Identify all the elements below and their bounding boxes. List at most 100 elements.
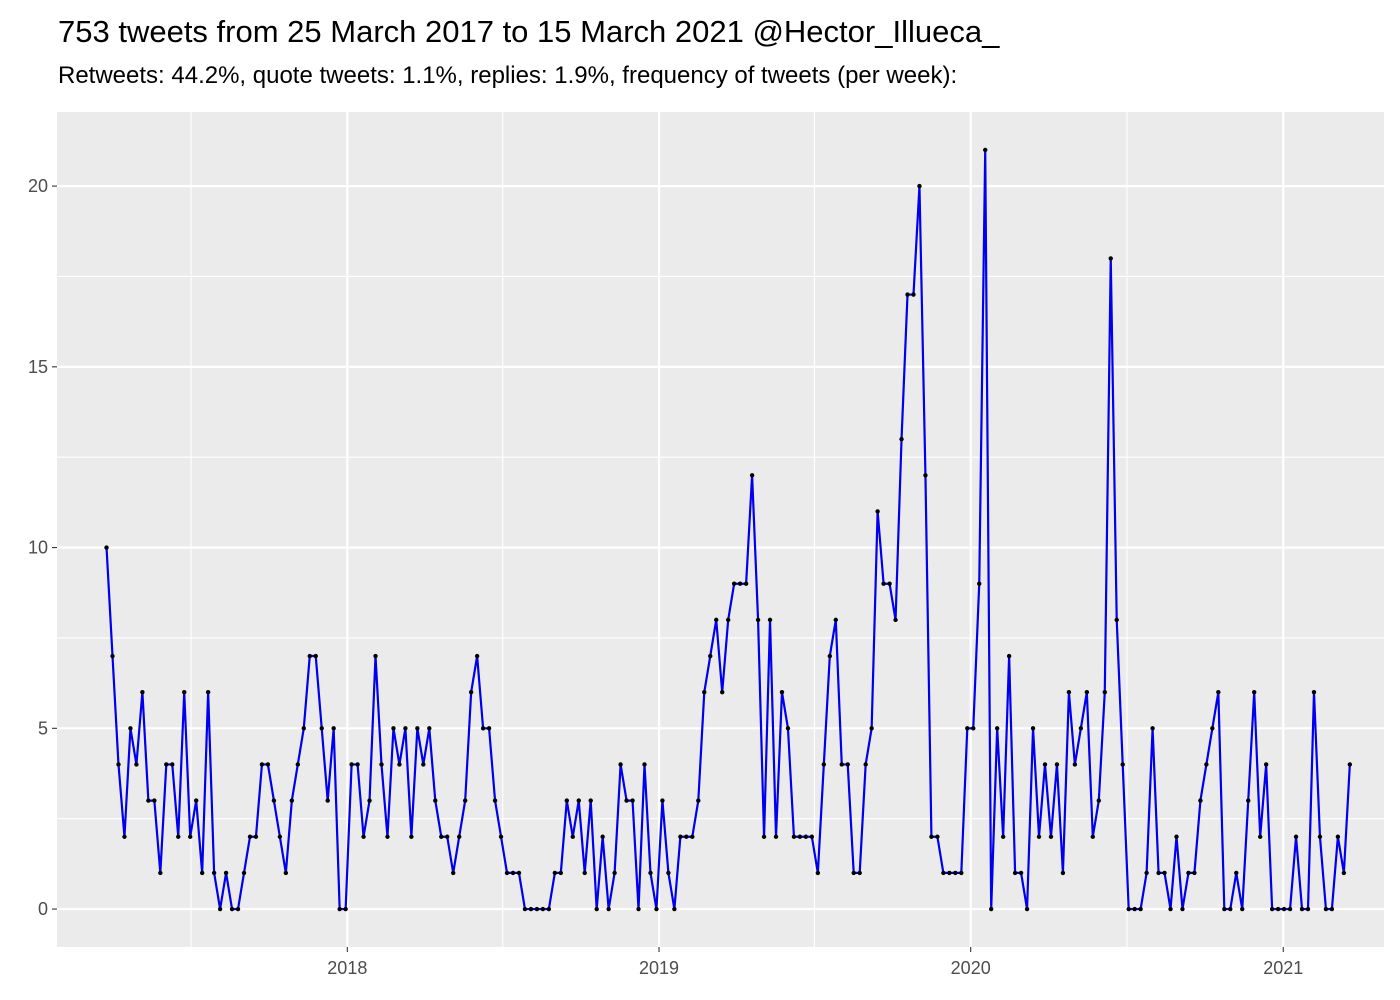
data-point — [761, 834, 767, 839]
data-point — [731, 581, 737, 586]
data-point — [1000, 834, 1006, 839]
data-point — [337, 906, 342, 912]
data-point — [427, 726, 432, 731]
data-point — [570, 834, 575, 839]
data-point — [349, 762, 354, 767]
data-point — [158, 870, 163, 876]
y-tick-label: 5 — [38, 718, 48, 738]
data-point — [725, 617, 731, 623]
data-point — [1269, 906, 1275, 912]
data-point — [1006, 653, 1012, 659]
data-point — [1186, 870, 1191, 876]
data-point — [696, 798, 701, 803]
data-point — [1060, 870, 1066, 876]
data-point — [277, 834, 283, 839]
data-point — [1174, 834, 1179, 839]
data-point — [654, 906, 659, 912]
data-point — [941, 870, 946, 876]
data-point — [1144, 870, 1149, 876]
y-tick-label: 10 — [28, 538, 48, 558]
data-point — [803, 834, 809, 839]
data-point — [720, 689, 725, 695]
data-point — [660, 798, 665, 803]
data-point — [546, 906, 552, 912]
y-tick-label: 20 — [28, 176, 48, 196]
data-point — [959, 870, 964, 876]
chart-title: 753 tweets from 25 March 2017 to 15 Marc… — [58, 14, 1000, 49]
data-point — [1150, 726, 1155, 731]
data-point — [1192, 870, 1197, 876]
data-point — [863, 762, 868, 767]
data-point — [1281, 906, 1287, 912]
data-point — [702, 689, 707, 695]
data-point — [1042, 762, 1048, 767]
data-point — [1222, 906, 1227, 912]
data-point — [1246, 798, 1251, 803]
data-point — [1210, 726, 1215, 731]
data-point — [301, 726, 306, 731]
data-point — [176, 834, 181, 839]
data-point — [403, 726, 408, 731]
data-point — [1114, 617, 1119, 623]
data-point — [211, 870, 217, 876]
data-point — [666, 870, 671, 876]
data-point — [1048, 834, 1054, 839]
data-point — [253, 834, 259, 839]
data-point — [122, 834, 127, 839]
data-point — [307, 653, 312, 659]
data-point — [690, 834, 695, 839]
data-point — [947, 870, 952, 876]
data-point — [749, 473, 755, 478]
data-point — [433, 798, 438, 803]
data-point — [1323, 906, 1329, 912]
data-point — [1156, 870, 1161, 876]
data-point — [1012, 870, 1018, 876]
data-point — [439, 834, 444, 839]
data-point — [534, 906, 540, 912]
data-point — [881, 581, 886, 586]
data-point — [498, 834, 504, 839]
data-point — [128, 726, 133, 731]
data-point — [193, 798, 199, 803]
data-point — [104, 545, 109, 550]
y-tick-label: 0 — [38, 899, 48, 919]
data-point — [887, 581, 892, 586]
data-point — [1293, 834, 1299, 839]
data-point — [1347, 762, 1353, 767]
data-point — [971, 726, 976, 731]
data-point — [588, 798, 593, 803]
data-point — [1216, 689, 1221, 695]
data-point — [815, 870, 821, 876]
data-point — [708, 653, 713, 659]
data-point — [170, 762, 175, 767]
data-point — [678, 834, 683, 839]
data-point — [247, 834, 253, 839]
data-point — [313, 653, 318, 659]
data-point — [217, 906, 223, 912]
plot-panel — [57, 112, 1384, 947]
data-point — [809, 834, 815, 839]
data-point — [1072, 762, 1078, 767]
data-point — [857, 870, 862, 876]
data-point — [516, 870, 522, 876]
data-point — [385, 834, 390, 839]
data-point — [576, 798, 581, 803]
data-point — [1341, 870, 1347, 876]
data-point — [492, 798, 498, 803]
data-point — [875, 509, 880, 514]
data-point — [899, 436, 904, 442]
data-point — [594, 906, 599, 912]
data-point — [648, 870, 653, 876]
data-point — [462, 798, 468, 803]
y-axis: 0 5 10 15 20 — [28, 176, 57, 919]
data-point — [373, 653, 378, 659]
data-point — [1102, 689, 1107, 695]
data-point — [283, 870, 289, 876]
data-point — [457, 834, 462, 839]
data-point — [1257, 834, 1263, 839]
data-point — [785, 726, 791, 731]
data-point — [1138, 906, 1143, 912]
data-point — [1311, 689, 1317, 695]
x-tick-label: 2020 — [951, 958, 991, 978]
data-point — [1090, 834, 1096, 839]
